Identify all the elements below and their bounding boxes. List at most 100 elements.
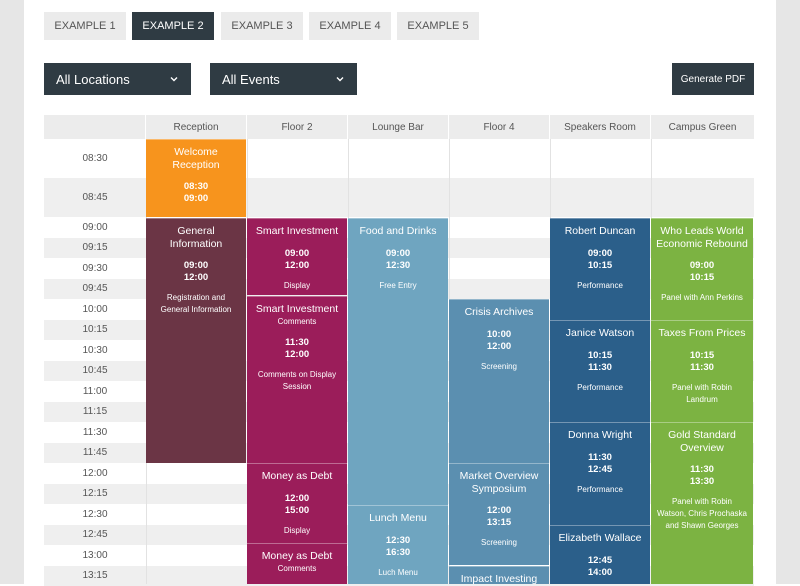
header-room-lounge-bar: Lounge Bar <box>348 115 449 139</box>
event-description: Screening <box>480 538 518 547</box>
event-card[interactable]: Market Overview Symposium 12:00 13:15 Scree… <box>449 463 549 565</box>
event-start-time: 11:30 <box>690 464 714 475</box>
tab-example-1[interactable]: EXAMPLE 1 <box>44 12 126 40</box>
time-label: 11:45 <box>82 447 108 458</box>
event-card[interactable]: Food and Drinks 09:00 12:30 Free Entry <box>348 218 448 505</box>
tab-example-3[interactable]: EXAMPLE 3 <box>221 12 303 40</box>
header-room-floor-2: Floor 2 <box>247 115 348 139</box>
event-card[interactable]: Money as Debt 12:00 15:00 Display <box>247 463 347 543</box>
event-title: Food and Drinks <box>359 225 437 237</box>
event-end-time: 10:15 <box>689 272 715 283</box>
header-room-reception: Reception <box>146 115 247 139</box>
time-label: 10:45 <box>82 365 108 376</box>
time-label: 12:45 <box>82 529 108 540</box>
event-end-time: 12:00 <box>486 340 512 352</box>
event-card[interactable]: Lunch Menu 12:30 16:30 Luch Menu <box>348 505 448 584</box>
event-time: 11:30 12:00 <box>247 337 347 361</box>
header-room-floor-4: Floor 4 <box>449 115 550 139</box>
event-start-time: 09:00 <box>385 247 411 259</box>
event-time: 09:00 10:15 <box>550 248 650 272</box>
event-start-time: 10:15 <box>587 349 613 361</box>
event-time: 11:30 13:30 <box>651 464 753 488</box>
time-label: 13:15 <box>82 570 108 581</box>
event-time: 10:15 11:30 <box>651 350 753 374</box>
event-card[interactable]: General Information 09:00 12:00 Registratio… <box>146 218 246 463</box>
event-end-time: 11:30 <box>588 361 612 373</box>
event-description: Comments on Display Session <box>257 369 337 391</box>
event-start-time: 09:00 <box>587 247 613 259</box>
locations-dropdown-label: All Locations <box>56 71 130 87</box>
event-end-time: 09:00 <box>183 193 209 204</box>
event-description: Panel with Ann Perkins <box>661 293 743 302</box>
event-card[interactable]: Welcome Reception 08:30 09:00 <box>146 139 246 217</box>
event-time: 09:00 10:15 <box>651 260 753 284</box>
event-card[interactable]: Money as Debt Comments <box>247 543 347 584</box>
event-card[interactable]: Elizabeth Wallace 12:45 14:00 <box>550 525 650 584</box>
event-start-time: 09:00 <box>689 260 715 271</box>
event-title: General Information <box>169 225 223 250</box>
event-time: 10:15 11:30 <box>550 350 650 374</box>
event-time: 12:00 13:15 <box>449 505 549 529</box>
time-label: 09:00 <box>82 221 108 233</box>
event-card[interactable]: Taxes From Prices 10:15 11:30 Panel with Ro… <box>651 320 753 422</box>
locations-dropdown[interactable]: All Locations <box>44 63 191 95</box>
event-description: Performance <box>577 382 623 392</box>
event-start-time: 09:00 <box>183 260 209 271</box>
event-title: Robert Duncan <box>564 225 636 237</box>
time-label: 12:30 <box>82 508 108 520</box>
event-start-time: 12:30 <box>385 534 411 546</box>
event-description: Panel with Robin Landrum <box>671 382 733 404</box>
event-start-time: 12:00 <box>284 492 310 504</box>
event-end-time: 16:30 <box>385 546 411 558</box>
event-description: Performance <box>577 280 623 290</box>
event-end-time: 12:00 <box>284 348 310 360</box>
event-card[interactable]: Smart Investment Comments 11:30 12:00 Commen… <box>247 296 347 463</box>
time-label: 09:15 <box>82 242 108 253</box>
event-card[interactable]: Crisis Archives 10:00 12:00 Screening <box>449 299 549 463</box>
event-start-time: 10:15 <box>689 349 715 361</box>
event-start-time: 12:00 <box>486 505 512 516</box>
event-card[interactable]: Donna Wright 11:30 12:45 Performance <box>550 422 650 525</box>
event-end-time: 11:30 <box>690 361 714 373</box>
event-title: Lunch Menu <box>369 512 427 524</box>
time-label: 08:45 <box>82 191 108 203</box>
event-title: Impact Investing <box>460 573 538 584</box>
event-start-time: 08:30 <box>183 181 209 192</box>
event-time: 09:00 12:30 <box>348 248 448 272</box>
generate-pdf-button[interactable]: Generate PDF <box>672 63 754 95</box>
event-title: Smart Investment <box>255 303 339 315</box>
tab-example-2[interactable]: EXAMPLE 2 <box>132 12 214 40</box>
event-title: Elizabeth Wallace <box>558 532 642 544</box>
event-description: Free Entry <box>379 280 417 290</box>
tab-example-5[interactable]: EXAMPLE 5 <box>397 12 479 40</box>
event-card[interactable]: Impact Investing <box>449 566 549 584</box>
event-description: Registration and General Information <box>160 293 232 314</box>
event-end-time: 15:00 <box>284 504 310 516</box>
time-label: 10:00 <box>82 303 108 315</box>
event-title: Crisis Archives <box>464 306 534 318</box>
event-card[interactable]: Robert Duncan 09:00 10:15 Performance <box>550 218 650 320</box>
event-title: Money as Debt <box>261 470 333 482</box>
time-label: 12:15 <box>82 488 108 499</box>
event-description: Luch Menu <box>378 567 418 577</box>
event-time: 08:30 09:00 <box>146 181 246 205</box>
event-end-time: 13:15 <box>486 517 512 528</box>
time-label: 11:00 <box>82 385 108 397</box>
event-title: Gold Standard Overview <box>668 429 736 454</box>
event-title: Smart Investment <box>255 225 339 237</box>
event-end-time: 12:00 <box>183 272 209 283</box>
event-title: Welcome Reception <box>172 146 220 171</box>
event-end-time: 13:30 <box>689 476 715 487</box>
time-label: 13:00 <box>82 549 108 561</box>
page-margin-left <box>0 0 24 584</box>
event-comment: Comments <box>277 563 317 573</box>
time-label: 11:15 <box>82 406 108 417</box>
tab-example-4[interactable]: EXAMPLE 4 <box>309 12 391 40</box>
event-card[interactable]: Smart Investment 09:00 12:00 Display <box>247 218 347 295</box>
event-card[interactable]: Who Leads World Economic Rebound 09:00 10:… <box>651 218 753 320</box>
event-end-time: 10:15 <box>587 259 613 271</box>
event-title: Who Leads World Economic Rebound <box>656 225 748 250</box>
event-card[interactable]: Janice Watson 10:15 11:30 Performance <box>550 320 650 422</box>
events-dropdown[interactable]: All Events <box>210 63 357 95</box>
event-card[interactable]: Gold Standard Overview 11:30 13:30 Panel wi… <box>651 422 753 584</box>
